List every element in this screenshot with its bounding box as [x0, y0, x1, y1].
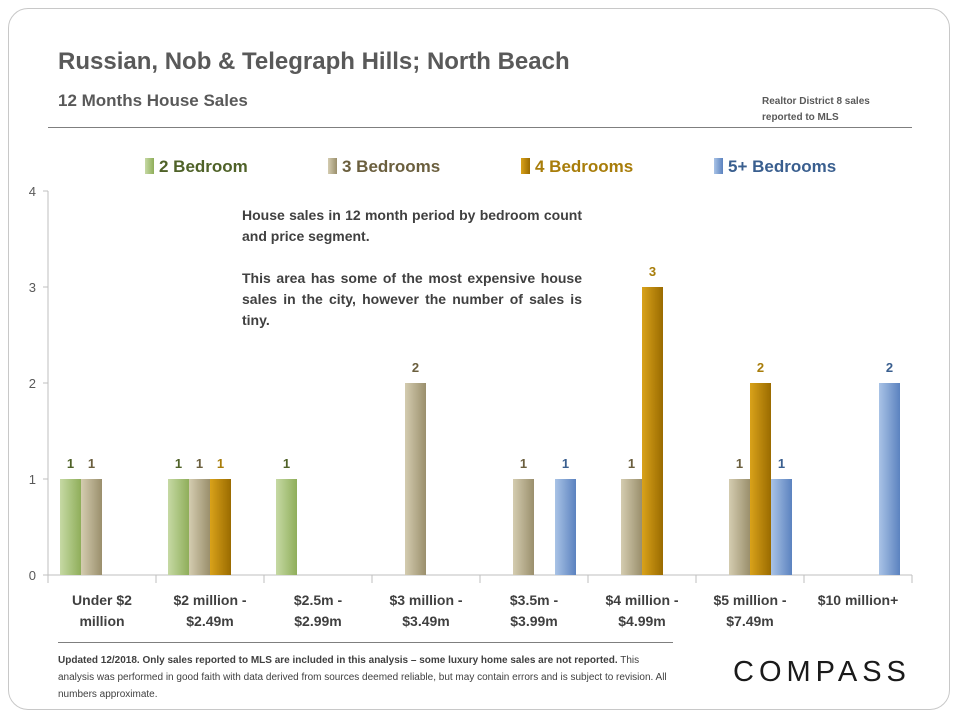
y-tick-label: 2: [29, 376, 36, 391]
data-label: 2: [412, 360, 419, 375]
x-tick-label: million: [79, 613, 124, 629]
x-tick-label: $3.49m: [402, 613, 449, 629]
data-label: 1: [736, 456, 743, 471]
footer-disclaimer-text: This analysis was performed in good fait…: [58, 655, 667, 700]
chart-title: Russian, Nob & Telegraph Hills; North Be…: [58, 48, 570, 75]
data-label: 1: [88, 456, 95, 471]
x-tick-label: $2 million -: [173, 592, 246, 608]
data-label: 1: [175, 456, 182, 471]
compass-logo: COMPASS: [733, 656, 911, 688]
data-label: 3: [649, 264, 656, 279]
legend-swatch: [521, 158, 530, 174]
bar: [879, 383, 900, 575]
legend-label: 5+ Bedrooms: [728, 157, 836, 176]
slide-frame: [8, 8, 950, 710]
annotation-paragraph-2: This area has some of the most expensive…: [242, 270, 582, 328]
x-tick-label: $4.99m: [618, 613, 665, 629]
data-label: 1: [520, 456, 527, 471]
bar: [405, 383, 426, 575]
legend-swatch: [145, 158, 154, 174]
x-tick-label: $2.49m: [186, 613, 233, 629]
footer-disclaimer-bold: Updated 12/2018. Only sales reported to …: [58, 655, 618, 666]
footer-disclaimer: Updated 12/2018. Only sales reported to …: [58, 652, 673, 703]
source-note-line2: reported to MLS: [762, 112, 839, 123]
x-tick-label: $3.5m -: [510, 592, 559, 608]
chart-subtitle: 12 Months House Sales: [58, 91, 248, 110]
y-tick-label: 1: [29, 472, 36, 487]
annotation-paragraph-1: House sales in 12 month period by bedroo…: [242, 207, 582, 244]
legend-label: 3 Bedrooms: [342, 157, 440, 176]
bar: [555, 479, 576, 575]
data-label: 1: [628, 456, 635, 471]
data-label: 2: [757, 360, 764, 375]
source-note-line1: Realtor District 8 sales: [762, 96, 870, 107]
data-label: 2: [886, 360, 893, 375]
bar: [729, 479, 750, 575]
x-tick-label: $2.99m: [294, 613, 341, 629]
x-tick-label: $7.49m: [726, 613, 773, 629]
bar: [60, 479, 81, 575]
chart-annotation: House sales in 12 month period by bedroo…: [242, 205, 582, 352]
legend-label: 2 Bedroom: [159, 157, 248, 176]
x-tick-label: Under $2: [72, 592, 132, 608]
x-tick-label: $3.99m: [510, 613, 557, 629]
legend-item: 4 Bedrooms: [521, 157, 633, 176]
data-label: 1: [283, 456, 290, 471]
bar: [189, 479, 210, 575]
header-divider: [48, 127, 912, 128]
x-tick-label: $2.5m -: [294, 592, 343, 608]
bar: [210, 479, 231, 575]
data-label: 1: [778, 456, 785, 471]
data-label: 1: [67, 456, 74, 471]
bar: [276, 479, 297, 575]
data-label: 1: [562, 456, 569, 471]
x-tick-label: $3 million -: [389, 592, 462, 608]
bar: [750, 383, 771, 575]
footer-divider: [58, 642, 673, 643]
legend-swatch: [714, 158, 723, 174]
bar: [621, 479, 642, 575]
bar: [771, 479, 792, 575]
legend-swatch: [328, 158, 337, 174]
legend-item: 3 Bedrooms: [328, 157, 440, 176]
source-note: Realtor District 8 sales reported to MLS: [762, 94, 902, 126]
y-tick-label: 4: [29, 184, 36, 199]
legend-item: 5+ Bedrooms: [714, 157, 836, 176]
bar: [642, 287, 663, 575]
data-label: 1: [196, 456, 203, 471]
legend-label: 4 Bedrooms: [535, 157, 633, 176]
legend-item: 2 Bedroom: [145, 157, 248, 176]
bar: [81, 479, 102, 575]
x-tick-label: $4 million -: [605, 592, 678, 608]
y-tick-label: 3: [29, 280, 36, 295]
y-tick-label: 0: [29, 568, 36, 583]
data-label: 1: [217, 456, 224, 471]
bar: [168, 479, 189, 575]
bar: [513, 479, 534, 575]
x-tick-label: $10 million+: [818, 592, 899, 608]
x-tick-label: $5 million -: [713, 592, 786, 608]
